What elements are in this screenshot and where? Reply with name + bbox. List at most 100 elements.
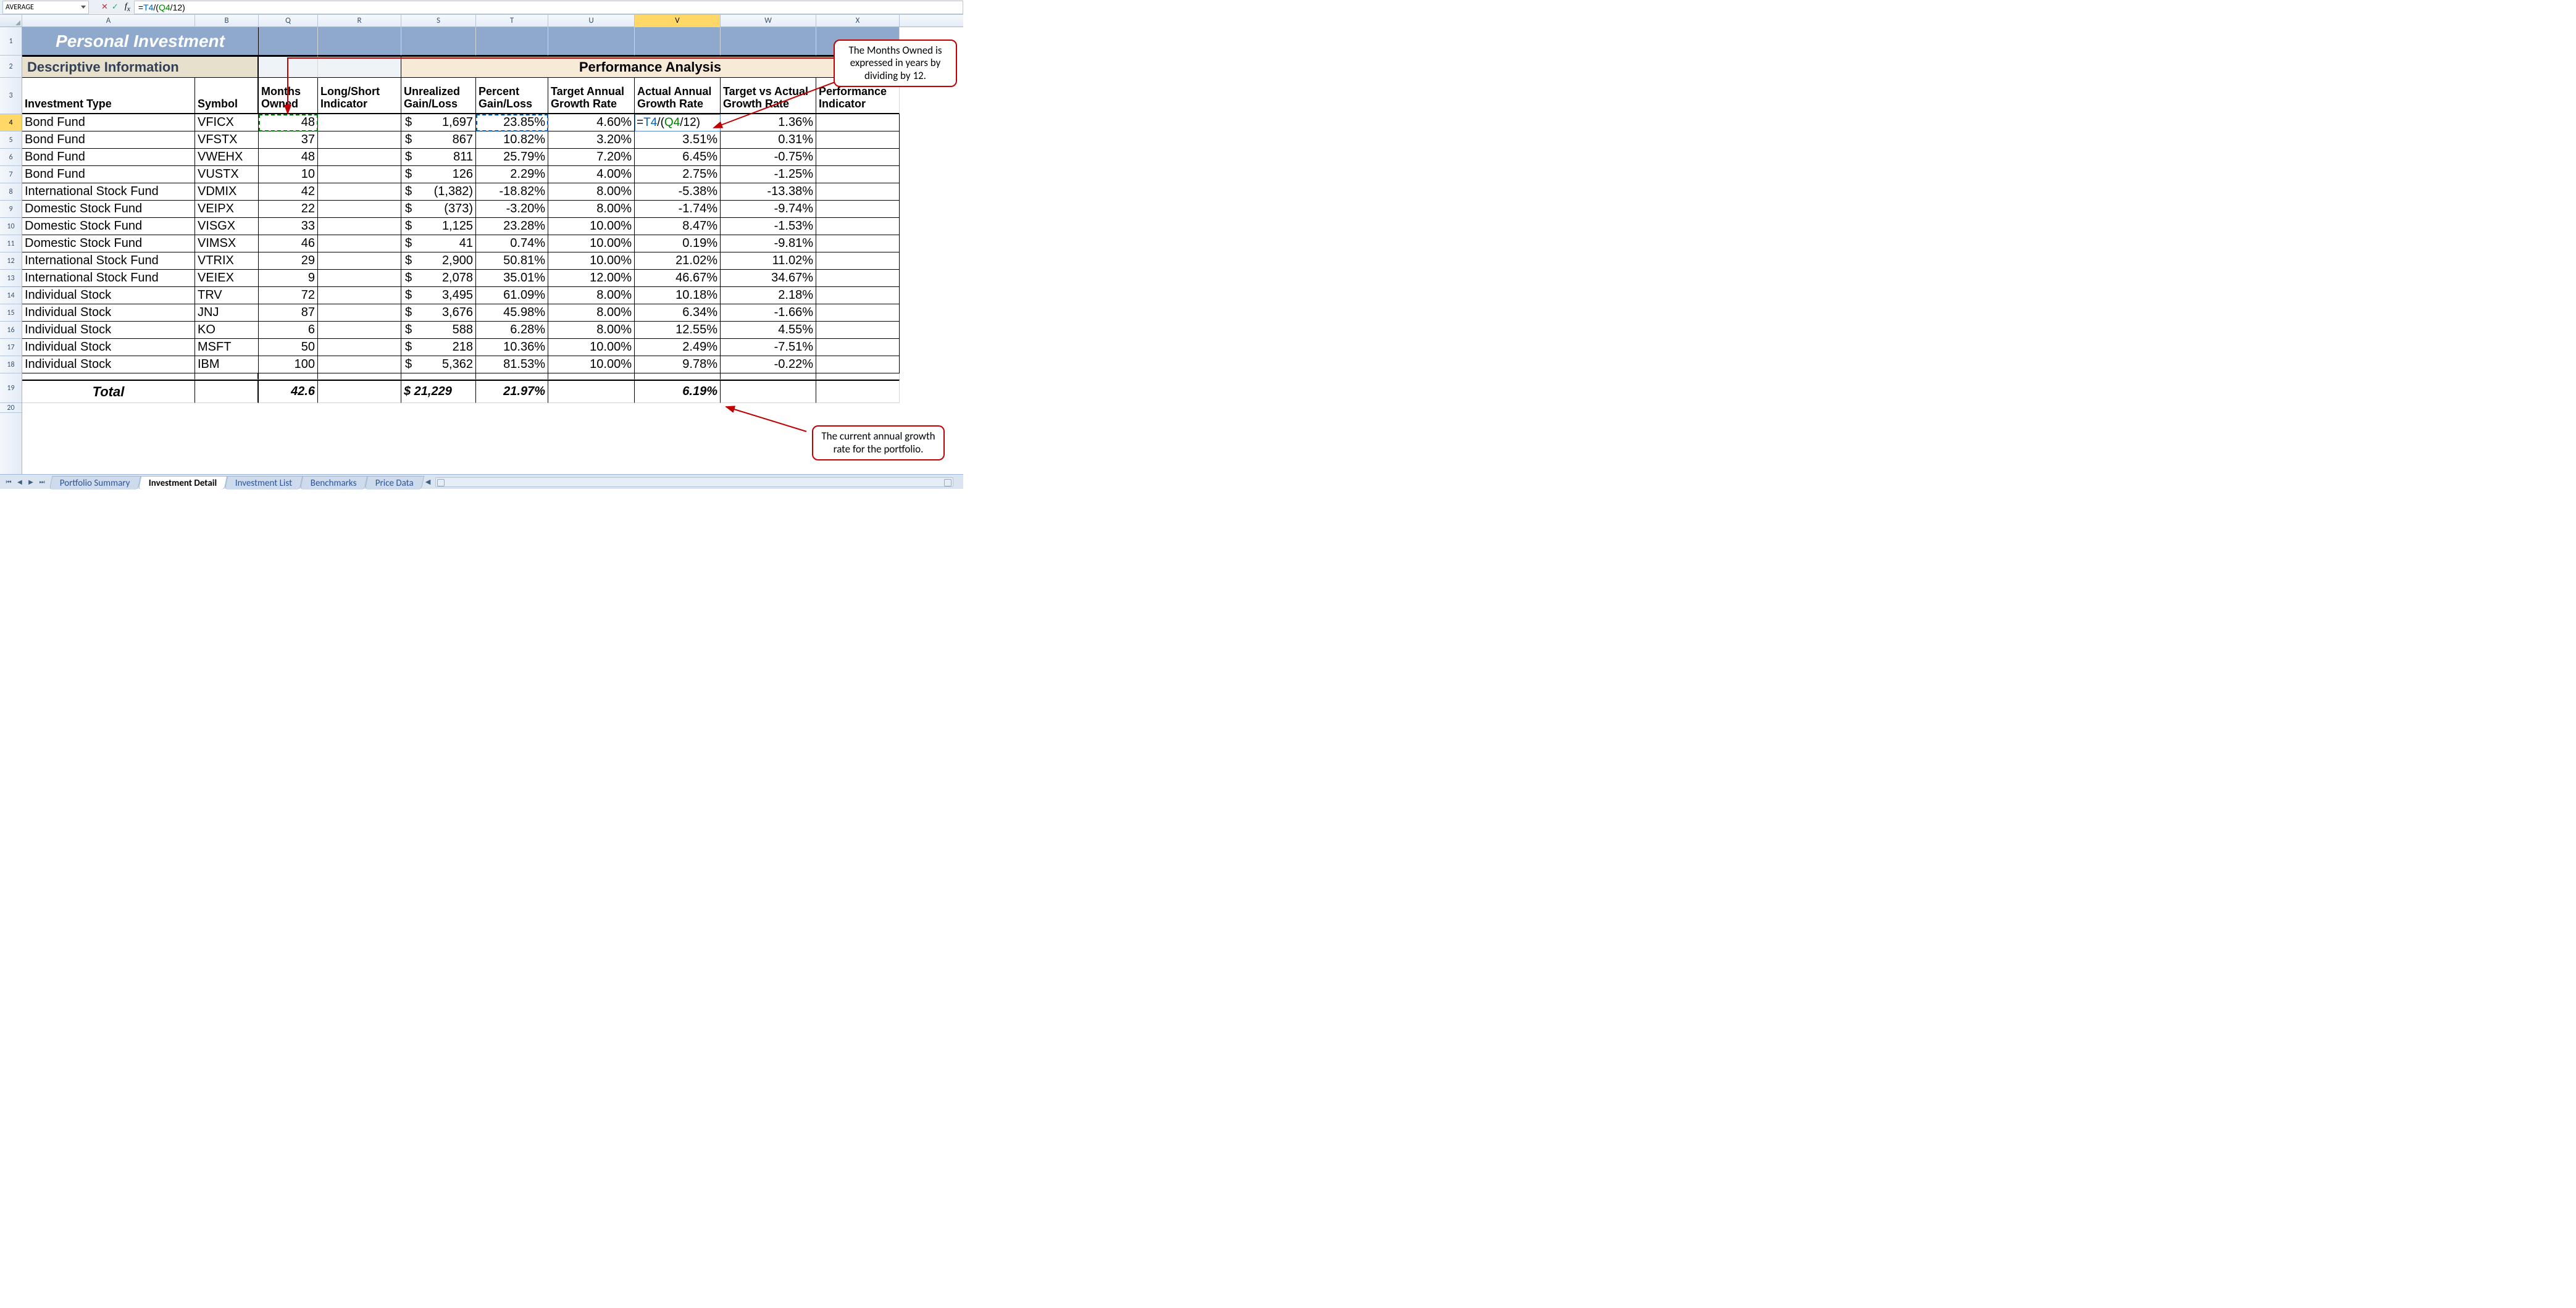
cell-perf-indicator[interactable] <box>816 287 900 304</box>
cell-months-owned[interactable]: 42 <box>259 183 318 201</box>
cell-target-vs-actual[interactable]: 2.18% <box>721 287 816 304</box>
column-header-W[interactable]: W <box>721 15 816 27</box>
cell-target-vs-actual[interactable]: -1.66% <box>721 304 816 322</box>
cell-gain-loss[interactable]: $2,900 <box>401 252 476 270</box>
cell-long-short[interactable] <box>318 287 401 304</box>
cell-actual-growth[interactable]: 8.47% <box>635 218 721 235</box>
cell-investment-type[interactable]: Individual Stock <box>22 322 195 339</box>
row-header-11[interactable]: 11 <box>0 235 22 252</box>
row-header-3[interactable]: 3 <box>0 78 22 114</box>
row-header-4[interactable]: 4 <box>0 114 22 131</box>
cell-actual-growth-editing[interactable]: =T4/(Q4/12) <box>635 114 721 131</box>
cell-investment-type[interactable]: Bond Fund <box>22 149 195 166</box>
cell-symbol[interactable]: JNJ <box>195 304 259 322</box>
cell-long-short[interactable] <box>318 339 401 356</box>
cell-gain-loss[interactable]: $588 <box>401 322 476 339</box>
sheet-tab-investment-detail[interactable]: Investment Detail <box>138 476 227 489</box>
column-header-Q[interactable]: Q <box>259 15 318 27</box>
cell-target-growth[interactable]: 10.00% <box>548 218 635 235</box>
cell-actual-growth[interactable]: 0.19% <box>635 235 721 252</box>
row-header-17[interactable]: 17 <box>0 339 22 356</box>
cell-pct-gain[interactable]: -3.20% <box>476 201 548 218</box>
cell-months-owned[interactable]: 48 <box>259 149 318 166</box>
cell-symbol[interactable]: VISGX <box>195 218 259 235</box>
cell-pct-gain[interactable]: 45.98% <box>476 304 548 322</box>
row-header-16[interactable]: 16 <box>0 322 22 339</box>
column-header-U[interactable]: U <box>548 15 635 27</box>
cell-gain-loss[interactable]: $218 <box>401 339 476 356</box>
cell-long-short[interactable] <box>318 218 401 235</box>
cell-investment-type[interactable]: Domestic Stock Fund <box>22 201 195 218</box>
cell-target-growth[interactable]: 3.20% <box>548 131 635 149</box>
cell-symbol[interactable]: IBM <box>195 356 259 373</box>
column-header-R[interactable]: R <box>318 15 401 27</box>
cell-target-vs-actual[interactable]: -1.25% <box>721 166 816 183</box>
cell-investment-type[interactable]: International Stock Fund <box>22 270 195 287</box>
column-header-X[interactable]: X <box>816 15 900 27</box>
row-header-13[interactable]: 13 <box>0 270 22 287</box>
cell-perf-indicator[interactable] <box>816 183 900 201</box>
cell-months-owned[interactable]: 100 <box>259 356 318 373</box>
cell-long-short[interactable] <box>318 114 401 131</box>
name-box[interactable]: AVERAGE <box>2 1 89 14</box>
cell-months-owned[interactable]: 72 <box>259 287 318 304</box>
cell-months-owned[interactable]: 6 <box>259 322 318 339</box>
cell-perf-indicator[interactable] <box>816 235 900 252</box>
sheet-tab-benchmarks[interactable]: Benchmarks <box>300 476 367 489</box>
row-header-5[interactable]: 5 <box>0 131 22 149</box>
cell-actual-growth[interactable]: 6.34% <box>635 304 721 322</box>
cell-actual-growth[interactable]: 2.75% <box>635 166 721 183</box>
cell-gain-loss[interactable]: $373 <box>401 201 476 218</box>
cell-investment-type[interactable]: Individual Stock <box>22 287 195 304</box>
cell-gain-loss[interactable]: $5,362 <box>401 356 476 373</box>
cell-perf-indicator[interactable] <box>816 166 900 183</box>
sheet-tab-portfolio-summary[interactable]: Portfolio Summary <box>49 476 141 489</box>
cell-target-vs-actual[interactable]: 1.36% <box>721 114 816 131</box>
row-header-15[interactable]: 15 <box>0 304 22 322</box>
cell-perf-indicator[interactable] <box>816 339 900 356</box>
cell-target-growth[interactable]: 10.00% <box>548 339 635 356</box>
row-header-2[interactable]: 2 <box>0 56 22 78</box>
cell-investment-type[interactable]: Individual Stock <box>22 339 195 356</box>
column-header-A[interactable]: A <box>22 15 195 27</box>
cell-target-growth[interactable]: 12.00% <box>548 270 635 287</box>
cell-symbol[interactable]: KO <box>195 322 259 339</box>
cell-long-short[interactable] <box>318 322 401 339</box>
row-header-18[interactable]: 18 <box>0 356 22 373</box>
cell-gain-loss[interactable]: $1,382 <box>401 183 476 201</box>
cell-symbol[interactable]: VWEHX <box>195 149 259 166</box>
tab-nav-last-icon[interactable]: ⏭ <box>37 477 47 487</box>
cell-months-owned[interactable]: 33 <box>259 218 318 235</box>
cell-perf-indicator[interactable] <box>816 131 900 149</box>
cell-pct-gain[interactable]: 25.79% <box>476 149 548 166</box>
column-header-S[interactable]: S <box>401 15 476 27</box>
cell-long-short[interactable] <box>318 166 401 183</box>
cell-target-vs-actual[interactable]: -1.53% <box>721 218 816 235</box>
cell-gain-loss[interactable]: $3,676 <box>401 304 476 322</box>
cell-months-owned[interactable]: 37 <box>259 131 318 149</box>
cell-symbol[interactable]: VFICX <box>195 114 259 131</box>
cell-long-short[interactable] <box>318 201 401 218</box>
cell-pct-gain[interactable]: 0.74% <box>476 235 548 252</box>
cell-symbol[interactable]: MSFT <box>195 339 259 356</box>
cell-pct-gain[interactable]: 35.01% <box>476 270 548 287</box>
sheet-tab-investment-list[interactable]: Investment List <box>225 476 303 489</box>
cell-target-growth[interactable]: 8.00% <box>548 201 635 218</box>
cell-symbol[interactable]: VTRIX <box>195 252 259 270</box>
row-header-12[interactable]: 12 <box>0 252 22 270</box>
cell-investment-type[interactable]: International Stock Fund <box>22 252 195 270</box>
cell-target-vs-actual[interactable]: 0.31% <box>721 131 816 149</box>
cell-investment-type[interactable]: International Stock Fund <box>22 183 195 201</box>
cell-pct-gain[interactable]: 6.28% <box>476 322 548 339</box>
cell-actual-growth[interactable]: 3.51% <box>635 131 721 149</box>
cell-pct-gain[interactable]: 2.29% <box>476 166 548 183</box>
cell-long-short[interactable] <box>318 304 401 322</box>
row-header-19[interactable]: 19 <box>0 373 22 403</box>
tabs-scroll-icon[interactable]: ◀ <box>425 478 430 486</box>
name-box-dropdown-icon[interactable] <box>81 6 86 9</box>
cell-target-vs-actual[interactable]: -9.74% <box>721 201 816 218</box>
select-all-corner[interactable] <box>0 15 22 27</box>
cell-target-growth[interactable]: 8.00% <box>548 287 635 304</box>
cell-long-short[interactable] <box>318 235 401 252</box>
cell-long-short[interactable] <box>318 270 401 287</box>
